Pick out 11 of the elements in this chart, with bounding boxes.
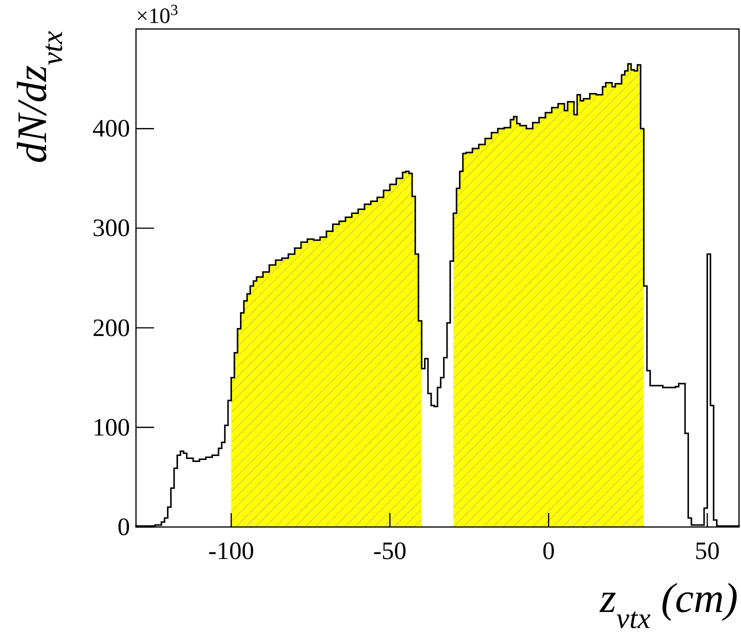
y-tick-label: 400 (92, 116, 130, 143)
x-tick-label: -100 (208, 538, 254, 565)
x-tick-label: 50 (694, 538, 720, 565)
text: ×10$^{3}$ (136, 2, 178, 28)
x-tick-label: -50 (373, 538, 407, 565)
x-tick-label: 0 (542, 538, 555, 565)
y-tick-label: 200 (92, 314, 130, 342)
y-tick-label: 300 (92, 215, 130, 242)
y-tick-label: 100 (92, 414, 130, 442)
x-axis-title: z$_{vtx}$ (cm) (598, 576, 738, 634)
y-tick-label: 0 (118, 514, 130, 541)
